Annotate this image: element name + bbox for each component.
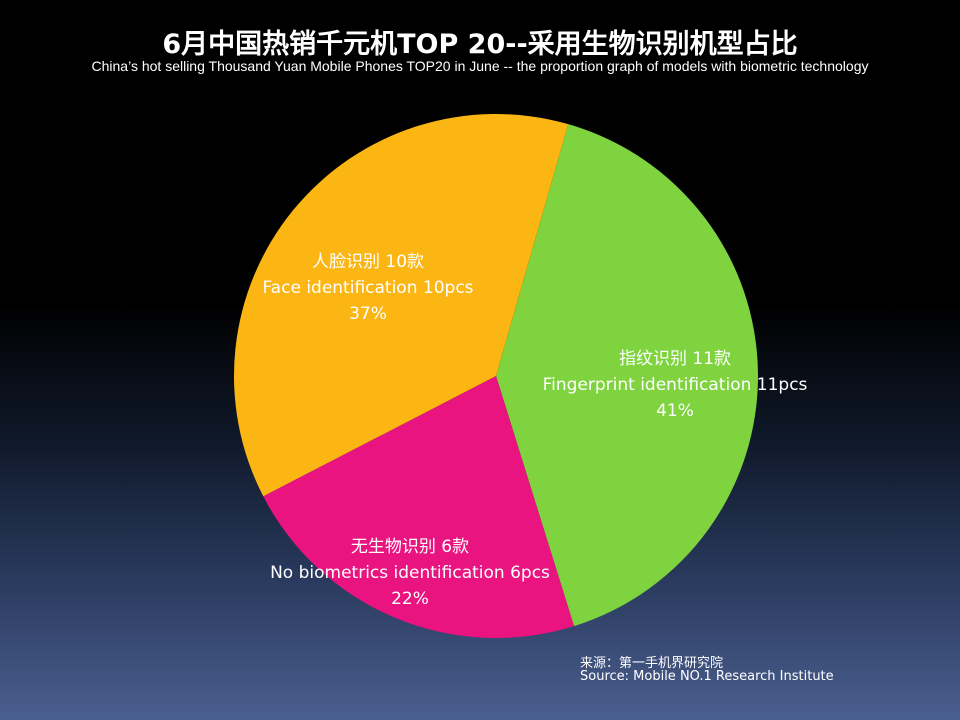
slice-percent-label-1: 41% [656, 401, 694, 421]
pie-slice-1 [496, 124, 758, 627]
source-label-cn: 来源：第一手机界研究院 [580, 656, 724, 671]
slice-label-en-3: Face identification 10pcs [262, 278, 473, 298]
slice-percent-label-2: 22% [391, 589, 429, 609]
slice-label-cn-2: 无生物识别 6款 [351, 537, 469, 557]
chart-title: 6月中国热销千元机TOP 20--采用生物识别机型占比 [162, 29, 798, 60]
slice-percent-label-3: 37% [349, 304, 387, 324]
pie-slice-2 [263, 376, 575, 638]
slice-label-cn-3: 人脸识别 10款 [312, 252, 424, 272]
source-label-en: Source: Mobile NO.1 Research Institute [580, 669, 834, 684]
slice-label-cn-1: 指纹识别 11款 [619, 349, 731, 369]
slice-label-en-1: Fingerprint identification 11pcs [543, 375, 808, 395]
slice-label-en-2: No biometrics identification 6pcs [270, 563, 550, 583]
pie-slice-3 [233, 113, 569, 497]
chart-subtitle: China’s hot selling Thousand Yuan Mobile… [91, 58, 869, 74]
